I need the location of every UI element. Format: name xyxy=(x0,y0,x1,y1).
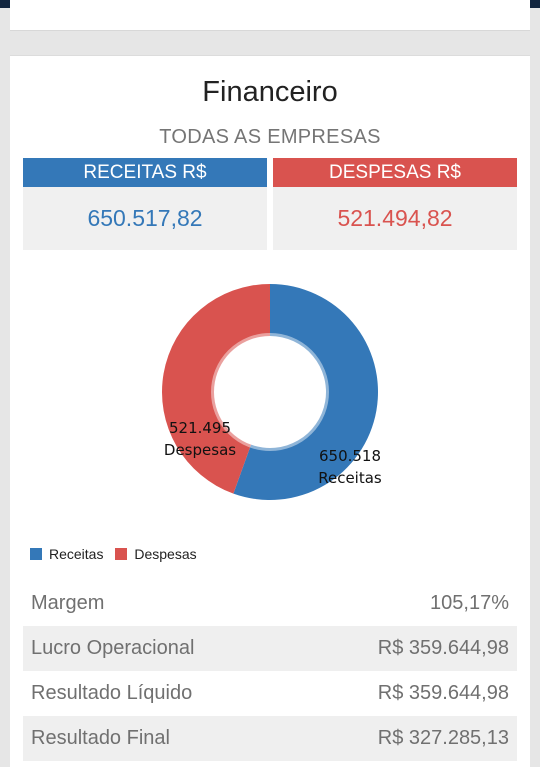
receitas-header: RECEITAS R$ xyxy=(23,158,267,187)
legend-label-receitas: Receitas xyxy=(49,546,104,562)
despesas-summary: DESPESAS R$ 521.494,82 xyxy=(273,158,517,250)
metric-value: R$ 359.644,98 xyxy=(377,637,509,659)
receitas-summary: RECEITAS R$ 650.517,82 xyxy=(23,158,267,250)
receitas-value: 650.517,82 xyxy=(87,205,203,231)
slice-category-label-despesas: Despesas xyxy=(164,441,236,459)
metric-row-resultado-final: Resultado Final R$ 327.285,13 xyxy=(23,716,517,761)
metric-row-resultado-liquido: Resultado Líquido R$ 359.644,98 xyxy=(23,671,517,716)
donut-inner-ring xyxy=(211,333,329,451)
metric-value: R$ 359.644,98 xyxy=(377,682,509,704)
card-title: Financeiro xyxy=(202,76,338,108)
legend-swatch-receitas xyxy=(30,548,42,560)
slice-category-label-receitas: Receitas xyxy=(318,469,382,487)
donut-chart[interactable]: 650.518 Receitas 521.495 Despesas xyxy=(140,278,400,508)
legend-item-despesas[interactable]: Despesas xyxy=(115,546,197,562)
slice-value-label-despesas: 521.495 xyxy=(169,419,231,437)
despesas-value: 521.494,82 xyxy=(337,205,453,231)
slice-value-label-receitas: 650.518 xyxy=(319,447,381,465)
metrics-list: Margem 105,17% Lucro Operacional R$ 359.… xyxy=(23,581,517,761)
chart-legend: Receitas Despesas xyxy=(30,546,205,562)
financeiro-card: Financeiro TODAS AS EMPRESAS RECEITAS R$… xyxy=(10,55,530,767)
despesas-header: DESPESAS R$ xyxy=(273,158,517,187)
legend-label-despesas: Despesas xyxy=(134,546,197,562)
company-filter-label[interactable]: TODAS AS EMPRESAS xyxy=(159,126,381,148)
metric-value: 105,17% xyxy=(430,592,509,614)
donut-slice-despesas[interactable] xyxy=(162,284,270,494)
metric-label: Margem xyxy=(31,592,105,614)
metric-value: R$ 327.285,13 xyxy=(377,727,509,749)
metric-row-lucro-operacional: Lucro Operacional R$ 359.644,98 xyxy=(23,626,517,671)
previous-card xyxy=(10,0,530,31)
legend-swatch-despesas xyxy=(115,548,128,560)
metric-label: Lucro Operacional xyxy=(31,637,195,659)
legend-item-receitas[interactable]: Receitas xyxy=(30,546,103,562)
metric-row-margem: Margem 105,17% xyxy=(23,581,517,626)
metric-label: Resultado Líquido xyxy=(31,682,193,704)
donut-slice-receitas[interactable] xyxy=(233,284,378,500)
metric-label: Resultado Final xyxy=(31,727,170,749)
